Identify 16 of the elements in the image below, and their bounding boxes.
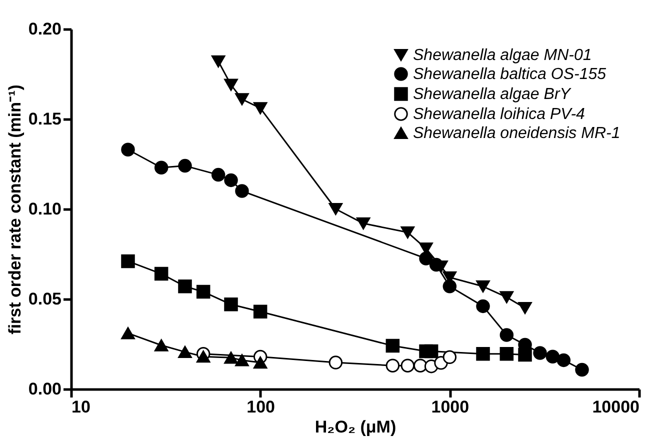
x-axis-title: H₂O₂ (μM) [314, 418, 396, 436]
x-tick-label: 10 [72, 398, 90, 416]
legend-label: Shewanella loihica PV-4 [413, 106, 586, 123]
legend-label: Shewanella algae BrY [413, 86, 572, 103]
y-tick-label: 0.10 [28, 200, 62, 218]
legend-label: Shewanella baltica OS-155 [413, 66, 606, 83]
y-tick-label: 0.05 [28, 290, 62, 308]
x-tick-label: 100 [246, 398, 276, 416]
x-tick-label: 10000 [592, 398, 640, 416]
y-tick-label: 0.15 [28, 110, 62, 128]
legend-label: Shewanella algae MN-01 [413, 47, 592, 64]
x-tick-label: 1000 [431, 398, 470, 416]
y-tick-label: 0.00 [28, 380, 62, 398]
legend-label: Shewanella oneidensis MR-1 [413, 125, 620, 142]
y-tick-label: 0.20 [28, 20, 62, 38]
y-axis-title: first order rate constant (min⁻¹) [5, 84, 24, 334]
